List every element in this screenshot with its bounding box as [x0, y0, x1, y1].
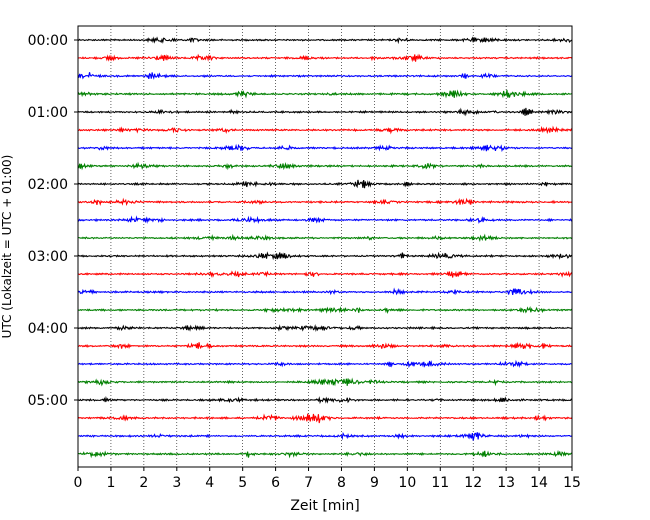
y-tick-label: 05:00: [28, 393, 68, 409]
trace-0145: [77, 161, 573, 171]
trace-0530: [77, 431, 573, 441]
x-tick-label: 9: [370, 475, 379, 491]
x-tick-label: 6: [271, 475, 280, 491]
y-tick-label: 00:00: [28, 33, 68, 49]
plot-frame: [77, 25, 573, 468]
trace-0515: [77, 413, 573, 424]
trace-0130: [77, 143, 573, 153]
trace-0100: [77, 107, 573, 117]
x-tick-label: 3: [172, 475, 181, 491]
trace-0300: [77, 251, 573, 261]
y-tick-label: 03:00: [28, 249, 68, 265]
x-tick-label: 0: [74, 475, 83, 491]
trace-0500: [77, 395, 573, 405]
trace-0245: [77, 233, 573, 242]
x-tick-label: 2: [139, 475, 148, 491]
y-axis-label: UTC (Lokalzeit = UTC + 01:00): [0, 155, 14, 339]
x-tick-label: 4: [205, 475, 214, 491]
trace-0315: [77, 270, 573, 278]
trace-0000: [77, 36, 573, 45]
trace-0330: [77, 287, 572, 296]
trace-0030: [77, 72, 573, 80]
x-axis-ticks: 0 1 2 3 4 5 6 7 8 9 10 11 12 13 14 15: [74, 467, 581, 491]
x-tick-label: 5: [238, 475, 247, 491]
x-axis-label: Zeit [min]: [290, 498, 359, 514]
x-tick-label: 13: [497, 475, 515, 491]
x-tick-label: 8: [337, 475, 346, 491]
y-tick-label: 04:00: [28, 321, 68, 337]
trace-0015: [77, 53, 573, 63]
y-tick-label: 01:00: [28, 105, 68, 121]
x-tick-label: 11: [431, 475, 449, 491]
trace-0415: [77, 341, 573, 350]
trace-0400: [77, 324, 572, 333]
trace-0045: [77, 89, 573, 99]
trace-0215: [77, 197, 573, 207]
x-tick-label: 15: [563, 475, 581, 491]
trace-0230: [77, 215, 573, 225]
x-tick-label: 1: [106, 475, 115, 491]
seismic-traces: [77, 36, 573, 459]
trace-0345: [77, 306, 573, 314]
y-tick-label: 02:00: [28, 177, 68, 193]
trace-0200: [77, 179, 573, 189]
trace-0115: [77, 125, 573, 135]
trace-0430: [77, 359, 572, 369]
x-tick-label: 7: [304, 475, 313, 491]
x-tick-label: 12: [464, 475, 482, 491]
x-tick-label: 10: [398, 475, 416, 491]
y-axis-ticks: 00:00 01:00 02:00 03:00 04:00 05:00: [28, 33, 78, 409]
trace-0545: [77, 449, 573, 459]
trace-0445: [77, 377, 573, 387]
x-tick-label: 14: [530, 475, 548, 491]
